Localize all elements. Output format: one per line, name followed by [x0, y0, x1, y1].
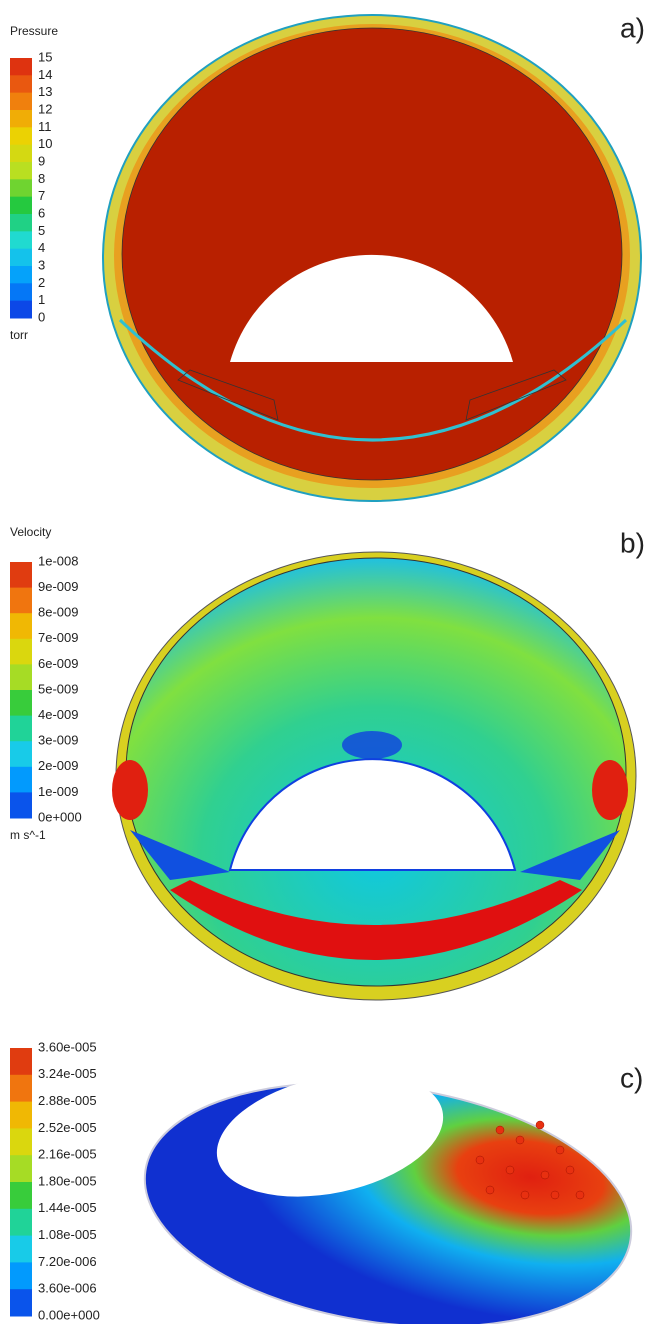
legend-tick-label: 14 [38, 67, 52, 82]
legend-tick-label: 8e-009 [38, 605, 78, 620]
colorbar-segment [10, 613, 32, 639]
colorbar-segment [10, 690, 32, 716]
colorbar-segment [10, 1075, 32, 1102]
legend-tick-label: 0e+000 [38, 809, 82, 824]
legend-tick-label: 12 [38, 101, 52, 116]
colorbar-segment [10, 588, 32, 614]
legend-tick-label: 2.88e-005 [38, 1093, 97, 1108]
colorbar-segment [10, 792, 32, 818]
colorbar-segment [10, 58, 32, 76]
legend-tick-label: 2.16e-005 [38, 1147, 97, 1162]
legend-tick-label: 2 [38, 275, 45, 290]
colorbar-segment [10, 639, 32, 665]
colorbar-segment [10, 1209, 32, 1236]
legend-tick-label: 3.24e-005 [38, 1066, 97, 1081]
legend-tick-label: 4 [38, 240, 45, 255]
legend-tick-label: 6 [38, 205, 45, 220]
colorbar-segment [10, 1102, 32, 1129]
velocity-contour [112, 552, 636, 1000]
colorbar-segment [10, 214, 32, 232]
legend-tick-label: 15 [38, 49, 52, 64]
colorbar-segment [10, 301, 32, 319]
concentration-contour [129, 1054, 647, 1324]
colorbar-segment [10, 179, 32, 197]
colorbar-segment [10, 716, 32, 742]
colorbar-segment [10, 127, 32, 145]
legend-tick-label: 9 [38, 153, 45, 168]
colorbar-segment [10, 145, 32, 163]
legend-tick-label: 10 [38, 136, 52, 151]
legend-tick-label: 8 [38, 171, 45, 186]
legend-tick-label: 6e-009 [38, 656, 78, 671]
legend-tick-label: 3.60e-006 [38, 1281, 97, 1296]
colorbar-segment [10, 283, 32, 301]
legend-tick-label: 1e-008 [38, 553, 78, 568]
legend-tick-label: 0 [38, 309, 45, 324]
legend-tick-label: 3.60e-005 [38, 1039, 97, 1054]
legend-tick-label: 13 [38, 84, 52, 99]
colorbar-segment [10, 93, 32, 111]
legend-tick-label: 9e-009 [38, 579, 78, 594]
legend-tick-label: 7 [38, 188, 45, 203]
legend-tick-label: 1.80e-005 [38, 1173, 97, 1188]
panel-label: c) [620, 1062, 643, 1093]
legend-tick-label: 2e-009 [38, 758, 78, 773]
panel-label: b) [620, 527, 645, 558]
colorbar-segment [10, 1289, 32, 1316]
colorbar-segment [10, 1155, 32, 1182]
colorbar-segment [10, 1236, 32, 1263]
colorbar-segment [10, 562, 32, 588]
legend-tick-label: 11 [38, 119, 52, 134]
colorbar-segment [10, 231, 32, 249]
legend-title: Pressure [10, 24, 58, 38]
legend-unit: m s^-1 [10, 828, 46, 842]
colorbar-segment [10, 1262, 32, 1289]
colorbar-segment [10, 664, 32, 690]
legend-tick-label: 3e-009 [38, 733, 78, 748]
legend-title: Velocity [10, 525, 51, 539]
legend-tick-label: 7.20e-006 [38, 1254, 97, 1269]
legend-tick-label: 4e-009 [38, 707, 78, 722]
pressure-contour [103, 15, 641, 501]
colorbar-segment [10, 1048, 32, 1075]
legend-tick-label: 5 [38, 223, 45, 238]
legend-tick-label: 1.08e-005 [38, 1227, 97, 1242]
figure: a)Pressure1514131211109876543210torrb)Ve… [0, 0, 656, 1324]
legend-tick-label: 1 [38, 292, 45, 307]
colorbar-segment [10, 75, 32, 93]
legend-tick-label: 1.44e-005 [38, 1200, 97, 1215]
colorbar-segment [10, 197, 32, 215]
panel-label: a) [620, 12, 645, 43]
legend-tick-label: 3 [38, 257, 45, 272]
colorbar-segment [10, 1182, 32, 1209]
colorbar-segment [10, 1128, 32, 1155]
legend-tick-label: 5e-009 [38, 681, 78, 696]
colorbar-segment [10, 741, 32, 767]
colorbar-segment [10, 110, 32, 128]
colorbar-segment [10, 162, 32, 180]
legend-tick-label: 2.52e-005 [38, 1120, 97, 1135]
legend-tick-label: 7e-009 [38, 630, 78, 645]
legend-unit: torr [10, 328, 28, 342]
legend-tick-label: 0.00e+000 [38, 1307, 100, 1322]
colorbar-segment [10, 767, 32, 793]
legend-tick-label: 1e-009 [38, 784, 78, 799]
colorbar-segment [10, 249, 32, 267]
colorbar-segment [10, 266, 32, 284]
